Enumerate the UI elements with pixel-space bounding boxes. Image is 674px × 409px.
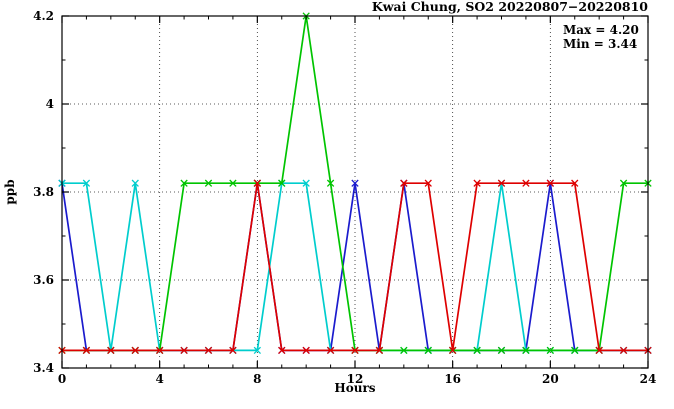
data-point-marker xyxy=(131,346,139,355)
grid-layer xyxy=(62,16,648,368)
data-point-marker xyxy=(326,346,335,355)
y-tick-label: 4 xyxy=(46,97,54,111)
data-point-marker xyxy=(229,179,237,187)
data-point-marker xyxy=(619,179,628,187)
data-point-marker xyxy=(229,346,237,355)
x-tick-label: 12 xyxy=(347,372,364,386)
min-annotation: Min = 3.44 xyxy=(563,37,637,51)
x-tick-label: 4 xyxy=(155,372,163,386)
data-point-marker xyxy=(595,346,603,355)
x-tick-label: 0 xyxy=(58,372,66,386)
data-point-marker xyxy=(253,179,261,187)
data-point-marker xyxy=(375,346,384,355)
data-point-marker xyxy=(571,179,579,187)
data-point-marker xyxy=(253,346,261,355)
x-tick-label: 24 xyxy=(640,372,657,386)
chart-title: Kwai Chung, SO2 20220807−20220810 xyxy=(372,0,648,14)
max-annotation: Max = 4.20 xyxy=(563,23,639,37)
y-axis-label: ppb xyxy=(3,179,17,204)
data-point-marker xyxy=(326,179,335,187)
series-red-markers xyxy=(58,179,652,355)
x-tick-label: 16 xyxy=(444,372,461,386)
data-point-marker xyxy=(571,346,579,355)
x-tick-label: 20 xyxy=(542,372,559,386)
data-point-marker xyxy=(522,346,530,355)
data-point-marker xyxy=(278,346,286,355)
data-point-marker xyxy=(278,179,286,187)
data-point-marker xyxy=(473,179,481,187)
y-tick-label: 4.2 xyxy=(33,9,54,23)
y-tick-label: 3.8 xyxy=(33,185,54,199)
data-point-marker xyxy=(473,346,481,355)
data-point-marker xyxy=(400,179,408,187)
data-point-marker xyxy=(546,179,554,187)
data-point-marker xyxy=(546,346,554,355)
data-point-marker xyxy=(424,179,432,187)
data-point-marker xyxy=(302,346,310,355)
data-point-marker xyxy=(156,346,164,355)
data-point-marker xyxy=(204,346,213,355)
data-point-marker xyxy=(82,346,91,355)
data-point-marker xyxy=(107,346,115,355)
data-point-marker xyxy=(180,179,188,187)
y-tick-label: 3.4 xyxy=(33,361,54,375)
data-point-marker xyxy=(400,346,408,355)
data-point-marker xyxy=(449,346,457,355)
plot-border xyxy=(61,15,649,369)
tick-layer: 3.4 3.6 3.8 4 4.2 0 4 8 12 16 20 24 xyxy=(33,9,656,386)
data-point-marker xyxy=(82,179,91,187)
data-point-marker xyxy=(204,179,213,187)
data-point-marker xyxy=(497,179,506,187)
data-point-marker xyxy=(180,346,188,355)
x-axis-label: Hours xyxy=(334,381,375,395)
data-point-marker xyxy=(497,346,506,355)
y-tick-label: 3.6 xyxy=(33,273,54,287)
data-point-marker xyxy=(351,179,359,187)
series-layer xyxy=(58,12,652,355)
data-point-marker xyxy=(351,346,359,355)
data-point-marker xyxy=(302,179,310,187)
data-point-marker xyxy=(131,179,139,187)
x-tick-label: 8 xyxy=(253,372,261,386)
data-point-marker xyxy=(424,346,432,355)
data-point-marker xyxy=(522,179,530,187)
data-point-marker xyxy=(619,346,628,355)
